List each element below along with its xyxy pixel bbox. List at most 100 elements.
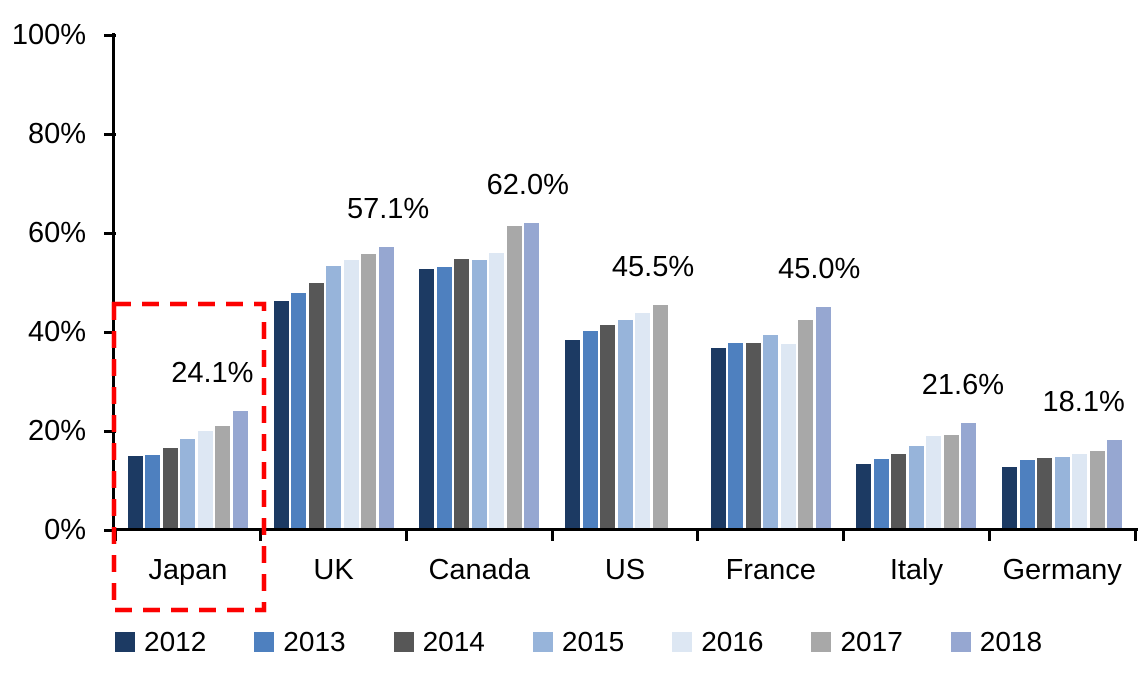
y-tick-label: 80%: [27, 118, 86, 150]
x-tick-mark: [842, 529, 846, 541]
data-label-canada: 62.0%: [486, 169, 569, 202]
legend-label: 2018: [979, 626, 1043, 657]
legend-label: 2017: [840, 626, 903, 657]
bar-italy-2016: [926, 435, 942, 530]
y-tick-label: 40%: [27, 316, 86, 348]
bar-germany-2018: [1107, 440, 1123, 530]
bar-germany-2013: [1019, 460, 1035, 530]
legend-label: 2014: [422, 626, 485, 657]
bar-uk-2013: [291, 292, 307, 530]
legend-label: 2016: [701, 626, 764, 657]
bar-germany-2015: [1054, 457, 1070, 530]
x-tick-mark: [550, 529, 554, 541]
y-tick-mark: [104, 33, 116, 37]
bar-japan-2015: [180, 439, 196, 530]
data-label-france: 45.0%: [778, 253, 861, 286]
legend-item-2013: 2013: [254, 626, 346, 657]
bar-japan-2013: [145, 454, 161, 530]
bar-uk-2015: [326, 266, 342, 530]
bar-canada-2013: [436, 266, 452, 530]
bar-uk-2018: [378, 247, 394, 530]
bar-france-2014: [745, 342, 761, 530]
bar-canada-2016: [489, 253, 505, 530]
bar-italy-2017: [943, 434, 959, 530]
x-tick-mark: [987, 529, 991, 541]
legend-swatch-2013: [254, 632, 275, 652]
y-tick-mark: [104, 330, 116, 334]
bar-germany-2017: [1089, 450, 1105, 530]
y-tick-label: 0%: [44, 514, 86, 546]
bar-italy-2012: [856, 464, 872, 530]
category-label-japan: Japan: [148, 554, 228, 586]
category-label-us: US: [604, 554, 646, 586]
category-label-uk: UK: [313, 554, 354, 586]
legend-label: 2012: [144, 626, 207, 657]
legend-item-2017: 2017: [811, 626, 903, 657]
bar-japan-2018: [232, 410, 248, 530]
category-label-canada: Canada: [428, 554, 531, 586]
legend-label: 2013: [283, 626, 346, 657]
bar-japan-2014: [162, 447, 178, 530]
bar-canada-2015: [471, 260, 487, 530]
legend-swatch-2014: [393, 632, 414, 652]
bar-france-2015: [763, 334, 779, 530]
bar-us-2015: [617, 320, 633, 530]
legend-swatch-2015: [532, 632, 553, 652]
bar-uk-2017: [361, 254, 377, 530]
bar-japan-2012: [127, 455, 143, 530]
legend-label: 2015: [561, 626, 625, 657]
bar-us-2017: [652, 304, 668, 530]
bar-canada-2018: [524, 223, 540, 530]
bar-italy-2013: [873, 459, 889, 530]
legend: 2012 2013 2014 2015 2016 2017 2018: [115, 627, 1042, 657]
legend-swatch-2018: [950, 632, 971, 652]
y-tick-mark: [104, 132, 116, 136]
legend-swatch-2017: [811, 632, 832, 652]
x-tick-mark: [696, 529, 700, 541]
category-label-germany: Germany: [1002, 554, 1122, 586]
bar-france-2018: [815, 307, 831, 530]
y-tick-label: 100%: [11, 19, 86, 51]
data-label-uk: 57.1%: [346, 193, 430, 226]
data-label-germany: 18.1%: [1042, 386, 1125, 419]
legend-item-2015: 2015: [532, 626, 625, 657]
x-tick-mark: [1133, 529, 1137, 541]
bar-canada-2014: [454, 259, 470, 530]
bar-germany-2016: [1072, 453, 1088, 530]
bar-italy-2014: [891, 453, 907, 530]
bar-germany-2012: [1002, 467, 1018, 530]
bar-japan-2016: [197, 431, 213, 530]
bar-canada-2017: [506, 226, 522, 530]
y-tick-mark: [104, 429, 116, 433]
y-tick-label: 20%: [27, 415, 86, 447]
bar-uk-2012: [273, 300, 289, 530]
bar-canada-2012: [419, 268, 435, 530]
y-axis-line: [112, 33, 115, 532]
legend-item-2016: 2016: [672, 627, 763, 657]
legend-swatch-2016: [672, 632, 693, 652]
bar-japan-2017: [215, 425, 231, 530]
bar-us-2016: [635, 313, 650, 530]
bar-us-2013: [582, 331, 598, 530]
bar-italy-2015: [908, 445, 924, 530]
bar-uk-2014: [308, 282, 324, 530]
legend-swatch-2012: [115, 632, 135, 652]
bar-germany-2014: [1037, 458, 1053, 530]
legend-item-2014: 2014: [393, 626, 485, 657]
x-tick-mark: [404, 529, 408, 541]
legend-item-2012: 2012: [115, 627, 206, 657]
bar-france-2012: [710, 348, 726, 530]
category-label-italy: Italy: [889, 554, 943, 586]
data-label-italy: 21.6%: [921, 369, 1005, 402]
bar-us-2014: [600, 325, 615, 530]
bar-uk-2016: [343, 260, 359, 530]
bar-france-2016: [780, 344, 796, 530]
y-tick-label: 60%: [27, 217, 86, 249]
bar-france-2017: [798, 319, 814, 530]
y-tick-mark: [104, 231, 116, 235]
bar-us-2012: [565, 339, 580, 530]
data-label-japan: 24.1%: [171, 356, 254, 389]
data-label-us: 45.5%: [611, 250, 695, 283]
bar-france-2013: [728, 342, 744, 530]
